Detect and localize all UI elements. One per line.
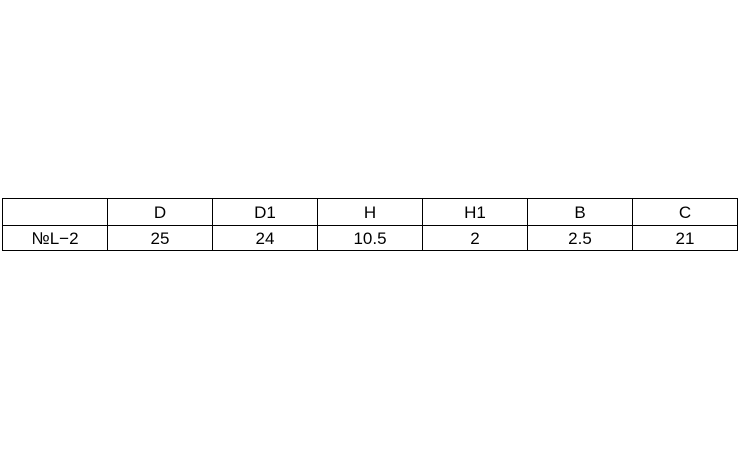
table-row: №L−2 25 24 10.5 2 2.5 21 [2,225,738,251]
header-cell: B [527,198,633,226]
value-cell: 2.5 [527,225,633,251]
header-cell: D1 [212,198,318,226]
header-cell: H1 [422,198,528,226]
value-cell: 25 [107,225,213,251]
value-cell: 24 [212,225,318,251]
dimensions-table: D D1 H H1 B C №L−2 25 24 10.5 2 2.5 21 [2,198,738,251]
value-cell: 21 [632,225,738,251]
value-cell: 10.5 [317,225,423,251]
header-cell: H [317,198,423,226]
model-cell: №L−2 [2,225,108,251]
header-row: D D1 H H1 B C [2,198,738,226]
value-cell: 2 [422,225,528,251]
header-cell: C [632,198,738,226]
header-cell: D [107,198,213,226]
header-cell [2,198,108,226]
